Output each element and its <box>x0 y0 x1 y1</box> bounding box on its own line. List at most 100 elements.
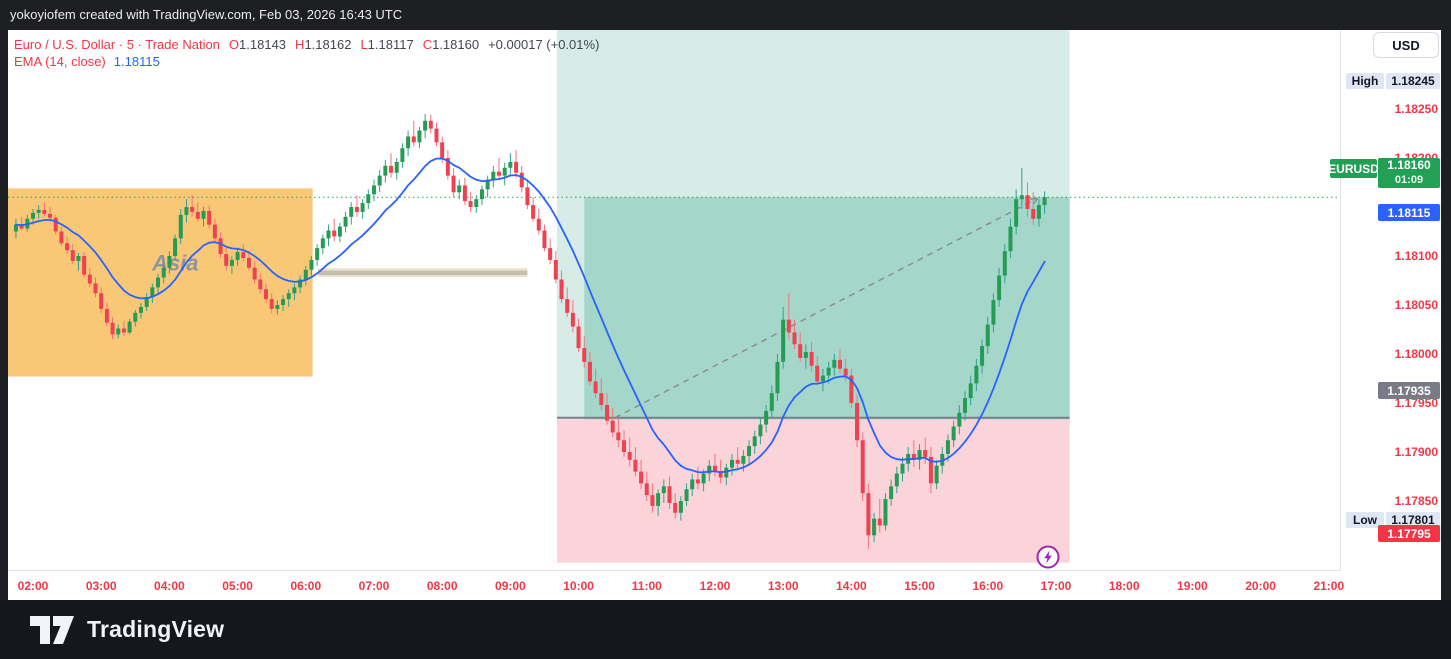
candle-body <box>877 518 882 526</box>
time-label: 17:00 <box>1040 579 1072 593</box>
time-label: 15:00 <box>904 579 935 593</box>
candle-body <box>389 165 394 173</box>
candle-body <box>394 161 399 173</box>
candle-body <box>519 172 524 188</box>
candle-body <box>400 148 405 162</box>
candle-body <box>497 171 502 176</box>
candle-body <box>343 216 348 227</box>
symbol-legend-row[interactable]: Euro / U.S. Dollar · 5 · Trade Nation O1.… <box>14 36 599 53</box>
candle-body <box>559 279 564 300</box>
candle-body <box>957 412 962 427</box>
candlestick-plot[interactable]: Asia <box>8 30 1340 570</box>
candle-body <box>599 393 604 405</box>
candle-body <box>951 426 956 441</box>
candle-body <box>758 424 763 437</box>
candle-body <box>644 483 649 496</box>
candle-body <box>93 283 98 294</box>
candle-body <box>241 252 246 258</box>
candle-body <box>707 465 712 474</box>
candle-body <box>815 365 820 382</box>
candle-body <box>224 254 229 266</box>
candle-body <box>1025 195 1030 209</box>
candle-body <box>258 279 263 290</box>
candle-body <box>281 299 286 305</box>
candle-body <box>576 326 581 349</box>
candle-body <box>218 238 223 255</box>
candle-body <box>383 165 388 176</box>
candle-body <box>417 130 422 143</box>
footer-bar: TradingView <box>0 600 1451 659</box>
candle-body <box>485 179 490 190</box>
candle-body <box>826 367 831 376</box>
candle-body <box>661 486 666 494</box>
candle-body <box>747 446 752 456</box>
lightning-alert-icon[interactable] <box>1035 544 1061 570</box>
candle-body <box>508 161 513 168</box>
time-label: 19:00 <box>1177 579 1208 593</box>
tradingview-logo-icon[interactable] <box>30 615 74 644</box>
ema-line <box>14 157 1046 474</box>
candle-body <box>423 120 428 131</box>
candle-body <box>144 297 149 307</box>
session-low-price-badge: 1.17795 <box>1378 525 1440 542</box>
candle-body <box>377 175 382 186</box>
candle-body <box>110 322 115 335</box>
chart-region[interactable]: Asia Euro / U.S. Dollar · 5 · Trade Nati… <box>0 30 1451 600</box>
candle-body <box>457 185 462 193</box>
time-label: 10:00 <box>563 579 594 593</box>
high-label: H <box>295 37 305 52</box>
candle-body <box>30 212 35 219</box>
candle-body <box>65 243 70 251</box>
candle-body <box>832 359 837 368</box>
candle-body <box>889 486 894 500</box>
candle-body <box>1019 195 1024 200</box>
candle-body <box>695 479 700 484</box>
open-value: 1.18143 <box>239 37 287 52</box>
candle-body <box>121 328 126 333</box>
right-edge-strip[interactable] <box>1441 30 1451 600</box>
candle-body <box>798 344 803 358</box>
time-label: 07:00 <box>358 579 390 593</box>
close-label: C <box>422 37 433 52</box>
candle-body <box>474 199 479 207</box>
candle-body <box>690 479 695 490</box>
left-edge-strip <box>0 30 8 600</box>
price-tick: 1.17850 <box>1394 494 1438 508</box>
candle-body <box>565 299 570 313</box>
currency-button[interactable]: USD <box>1373 32 1439 58</box>
low-value: 1.18117 <box>367 37 414 52</box>
indicator-legend-row[interactable]: EMA (14, close) 1.18115 <box>14 53 599 70</box>
candle-body <box>803 352 808 358</box>
candle-body <box>997 275 1002 301</box>
candle-body <box>286 293 291 300</box>
time-label: 04:00 <box>154 579 185 593</box>
ema-value-badge: 1.18115 <box>1378 204 1440 221</box>
symbol-title[interactable]: Euro / U.S. Dollar · 5 · Trade Nation <box>14 37 220 52</box>
candle-body <box>553 259 558 280</box>
ema-indicator-label[interactable]: EMA (14, close) <box>14 54 106 69</box>
candle-body <box>769 393 774 411</box>
candle-body <box>42 209 47 214</box>
candle-body <box>514 161 519 173</box>
open-label: O <box>228 37 240 52</box>
upper-range-inner-zone <box>584 197 1070 420</box>
candle-body <box>1008 226 1013 252</box>
candle-body <box>775 361 780 394</box>
time-label: 06:00 <box>290 579 322 593</box>
candle-body <box>320 238 325 249</box>
candle-body <box>809 352 814 366</box>
candle-body <box>667 486 672 503</box>
resistance-bar <box>318 270 528 276</box>
chart-legend[interactable]: Euro / U.S. Dollar · 5 · Trade Nation O1.… <box>14 36 599 70</box>
candle-body <box>1042 197 1047 206</box>
candle-body <box>366 194 371 204</box>
tradingview-brand-text[interactable]: TradingView <box>87 616 225 642</box>
candle-body <box>900 463 905 474</box>
trendline-arrowhead <box>1030 197 1038 201</box>
candle-body <box>604 404 609 421</box>
price-tick: 1.18000 <box>1394 347 1438 361</box>
time-label: 11:00 <box>631 579 662 593</box>
candle-body <box>843 368 848 376</box>
candle-body <box>792 332 797 345</box>
candle-body <box>104 308 109 323</box>
